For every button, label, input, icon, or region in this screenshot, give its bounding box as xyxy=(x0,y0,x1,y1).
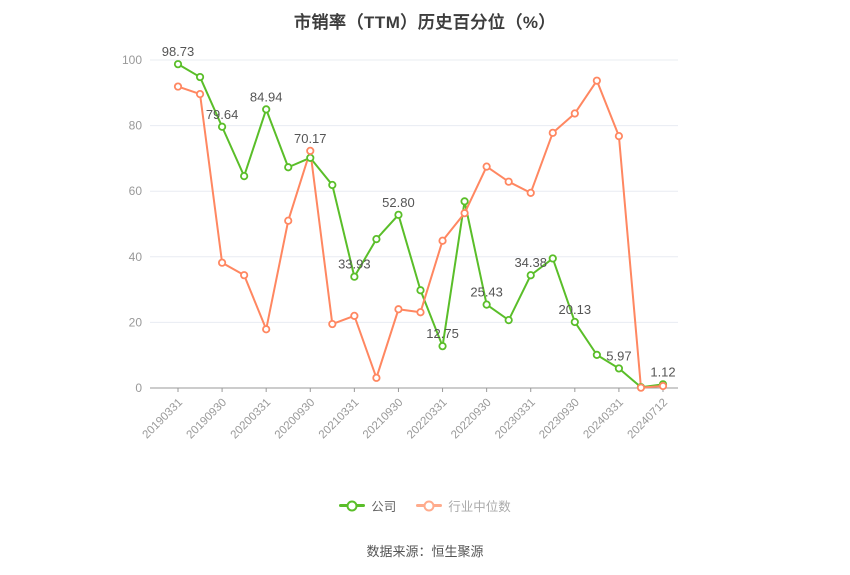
company-point-marker[interactable] xyxy=(173,60,183,69)
company-point-label: 70.17 xyxy=(294,131,327,146)
industry-median-point-marker[interactable] xyxy=(658,381,668,391)
industry-median-point-marker[interactable] xyxy=(438,236,447,245)
company-point-marker[interactable] xyxy=(438,342,447,351)
x-tick-label: 20200930 xyxy=(273,397,318,442)
company-point-marker[interactable] xyxy=(240,172,249,181)
company-line xyxy=(177,63,664,389)
legend-label: 行业中位数 xyxy=(448,500,511,514)
industry-median-point-marker[interactable] xyxy=(195,90,205,99)
y-tick-label: 100 xyxy=(122,53,142,67)
company-point-label: 34.38 xyxy=(514,255,547,270)
x-tick-label: 20210930 xyxy=(361,397,406,442)
company-point-marker[interactable] xyxy=(195,72,205,82)
company-point-marker[interactable] xyxy=(306,153,315,162)
company-point-marker[interactable] xyxy=(262,105,271,114)
industry-median-point-marker[interactable] xyxy=(372,373,381,382)
industry-median-point-marker[interactable] xyxy=(306,146,315,155)
company-point-marker[interactable] xyxy=(548,254,557,263)
y-tick-label: 40 xyxy=(129,250,143,264)
industry-median-line xyxy=(177,79,664,389)
industry-median-point-marker[interactable] xyxy=(240,271,249,280)
company-point-marker[interactable] xyxy=(217,122,227,131)
company-point-marker[interactable] xyxy=(350,272,359,281)
company-point-label: 98.73 xyxy=(162,44,195,59)
company-point-marker[interactable] xyxy=(372,234,381,244)
company-point-marker[interactable] xyxy=(328,180,337,190)
legend-label: 公司 xyxy=(371,500,397,514)
industry-median-point-marker[interactable] xyxy=(548,128,557,137)
industry-median-point-marker[interactable] xyxy=(614,131,624,141)
y-tick-label: 60 xyxy=(129,184,143,198)
company-point-marker[interactable] xyxy=(460,197,469,206)
company-point-label: 1.12 xyxy=(650,364,675,379)
company-point-label: 25.43 xyxy=(470,285,503,300)
industry-median-point-marker[interactable] xyxy=(592,76,601,85)
industry-median-point-marker[interactable] xyxy=(570,109,579,118)
industry-median-point-marker[interactable] xyxy=(262,325,271,334)
chart-legend: 公司 行业中位数 xyxy=(0,496,850,515)
company-point-label: 20.13 xyxy=(559,302,592,317)
y-tick-label: 20 xyxy=(129,315,143,329)
industry-median-point-marker[interactable] xyxy=(394,305,403,314)
company-point-marker[interactable] xyxy=(284,163,293,172)
industry-median-point-marker[interactable] xyxy=(526,188,535,197)
x-tick-label: 20240331 xyxy=(581,397,626,442)
industry-median-point-marker[interactable] xyxy=(482,162,491,171)
chart-title: 市销率（TTM）历史百分位（%） xyxy=(293,13,557,32)
company-point-label: 84.94 xyxy=(250,89,283,104)
industry-median-point-marker[interactable] xyxy=(636,383,646,392)
company-point-label: 5.97 xyxy=(606,348,631,363)
x-tick-label: 20230331 xyxy=(493,397,538,442)
x-tick-label: 20220930 xyxy=(449,397,494,442)
percentile-line-chart: 0 20 40 60 80 100 20190331 20190930 20200331 2020… xyxy=(122,44,678,442)
x-tick-label: 20190930 xyxy=(185,397,230,442)
x-tick-label: 20190331 xyxy=(140,397,185,442)
y-tick-label: 0 xyxy=(135,381,142,395)
company-point-label: 79.64 xyxy=(206,107,239,122)
legend-item-company[interactable]: 公司 xyxy=(339,496,396,515)
industry-median-point-marker[interactable] xyxy=(350,311,359,320)
data-source-note: 数据来源：恒生聚源 xyxy=(366,544,484,559)
company-point-marker[interactable] xyxy=(570,317,579,327)
legend-item-industry-median[interactable]: 行业中位数 xyxy=(416,496,511,515)
industry-median-point-marker[interactable] xyxy=(217,258,227,267)
industry-median-point-marker[interactable] xyxy=(416,308,425,317)
industry-median-point-marker[interactable] xyxy=(284,216,293,225)
x-tick-label: 20220331 xyxy=(405,397,450,442)
industry-median-point-marker[interactable] xyxy=(328,319,337,329)
company-point-marker[interactable] xyxy=(504,316,513,325)
company-point-marker[interactable] xyxy=(614,364,624,373)
company-point-marker[interactable] xyxy=(394,210,403,219)
company-point-marker[interactable] xyxy=(526,271,535,280)
industry-median-point-marker[interactable] xyxy=(504,177,513,186)
industry-median-legend-marker-icon xyxy=(416,500,443,511)
x-tick-label: 20230930 xyxy=(537,397,582,442)
company-point-label: 12.75 xyxy=(426,326,459,341)
company-point-marker[interactable] xyxy=(416,286,425,295)
x-tick-label: 20240712 xyxy=(625,397,670,442)
industry-median-point-marker[interactable] xyxy=(460,209,469,218)
company-point-marker[interactable] xyxy=(482,300,491,309)
y-tick-label: 80 xyxy=(129,119,143,133)
company-legend-marker-icon xyxy=(339,500,366,511)
company-point-label: 52.80 xyxy=(382,195,415,210)
x-tick-label: 20210331 xyxy=(317,397,362,442)
company-point-label: 33.93 xyxy=(338,257,371,272)
industry-median-point-marker[interactable] xyxy=(173,82,183,91)
company-point-marker[interactable] xyxy=(592,350,601,359)
x-tick-label: 20200331 xyxy=(229,397,274,442)
